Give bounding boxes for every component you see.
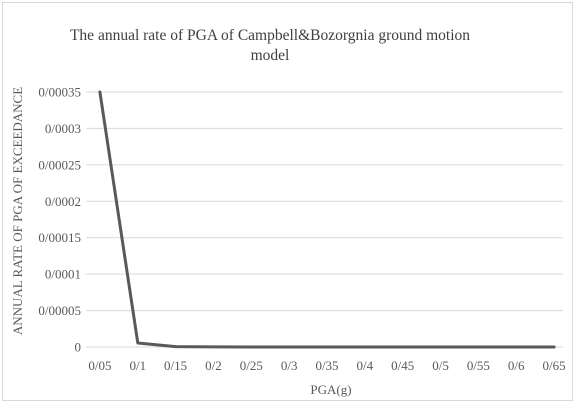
y-tick-label: 0/0002 (45, 194, 81, 209)
y-tick-label: 0/0001 (45, 267, 81, 282)
x-axis-title: PGA(g) (310, 382, 351, 397)
y-axis-title: ANNUAL RATE OF PGA OF EXCEEDANCE (10, 87, 25, 335)
y-tick-label: 0/0003 (45, 121, 81, 136)
x-tick-label: 0/05 (88, 358, 111, 373)
x-tick-label: 0/1 (129, 358, 146, 373)
data-point (99, 91, 101, 93)
x-tick-label: 0/2 (205, 358, 222, 373)
x-axis-tick-labels: 0/05 0/1 0/15 0/2 0/25 0/3 0/35 0/4 0/45 0/5 0/55 0… (88, 358, 565, 373)
series-layer (98, 90, 556, 349)
data-point (137, 342, 139, 344)
x-tick-label: 0/35 (315, 358, 338, 373)
data-point (515, 346, 517, 348)
data-point (402, 346, 404, 348)
y-tick-label: 0/00005 (38, 303, 81, 318)
data-point (175, 346, 177, 348)
data-point (440, 346, 441, 348)
x-tick-label: 0/55 (467, 358, 490, 373)
y-tick-label: 0/00035 (38, 85, 81, 100)
data-point (364, 346, 366, 348)
series-line (98, 90, 556, 349)
data-point (477, 346, 479, 348)
x-tick-label: 0/25 (240, 358, 263, 373)
chart-title: The annual rate of PGA of Campbell&Bozor… (69, 27, 471, 64)
x-tick-label: 0/15 (164, 358, 187, 373)
x-tick-label: 0/65 (543, 358, 566, 373)
data-point (213, 346, 214, 348)
gridlines (86, 91, 563, 348)
x-tick-label: 0/5 (432, 358, 449, 373)
y-tick-label: 0 (75, 340, 82, 355)
x-tick-label: 0/45 (391, 358, 414, 373)
x-tick-label: 0/3 (281, 358, 298, 373)
data-point (250, 346, 252, 348)
x-tick-label: 0/6 (508, 358, 525, 373)
data-point (288, 346, 290, 348)
y-tick-label: 0/00025 (38, 157, 81, 172)
data-point (326, 346, 328, 348)
x-tick-label: 0/4 (357, 358, 374, 373)
y-axis-tick-labels: 0 0/00005 0/0001 0/00015 0/0002 0/00025 0/0003… (38, 85, 81, 355)
y-tick-label: 0/00015 (38, 230, 81, 245)
data-point (553, 346, 555, 348)
